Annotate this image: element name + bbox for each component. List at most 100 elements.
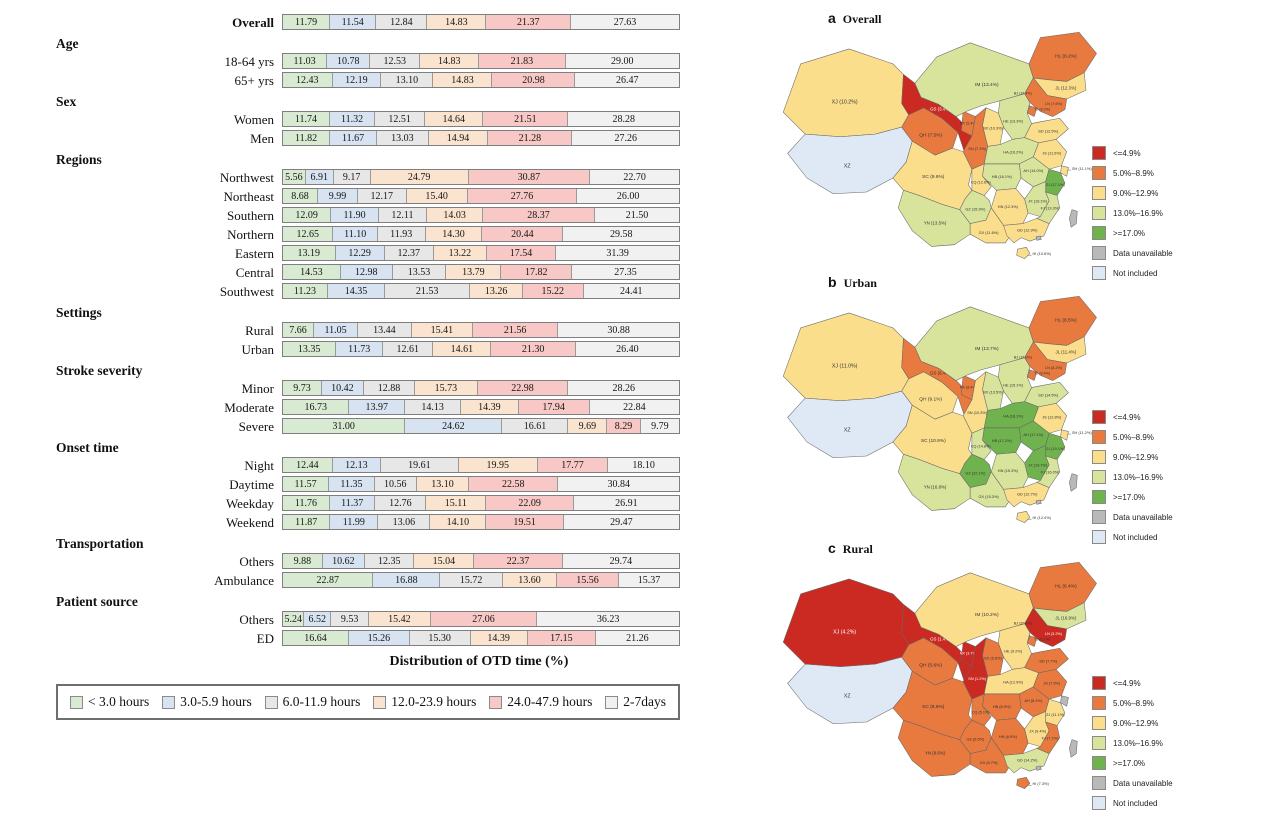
province-label-GX: GX (15.3%) <box>979 495 1000 499</box>
map-legend-label: Not included <box>1113 268 1158 278</box>
segment-6-0-11-9-hours: 12.17 <box>356 189 406 203</box>
map-legend-swatch <box>1092 186 1106 200</box>
bar-row-rural: Rural 7.66 11.05 13.44 15.41 21.56 30.88 <box>56 322 680 338</box>
bar-row-others: Others 5.24 6.52 9.53 15.42 27.06 36.23 <box>56 611 680 627</box>
map-legend-b: <=4.9% 5.0%–8.9% 9.0%–12.9% 13.0%–16.9% >=17… <box>1092 410 1173 550</box>
province-label-HE: HE (15.1%) <box>1003 384 1024 388</box>
map-legend-label: <=4.9% <box>1113 412 1141 422</box>
segment-24-0-47-9-hours: 22.98 <box>476 381 568 395</box>
map-legend-label: Data unavailable <box>1113 512 1173 522</box>
segment-3-0-5-9-hours: 13.97 <box>348 400 405 414</box>
segment-2-7days: 26.47 <box>574 73 679 87</box>
province-label-JS: JS (12.8%) <box>1042 415 1062 419</box>
province-label-XZ: XZ <box>844 693 852 699</box>
province-label-AH: AH (14.0%) <box>1023 169 1044 173</box>
province-label-TJ: TJ (6.1%) <box>1034 637 1050 641</box>
legend-item-3-0-5-9-hours: 3.0-5.9 hours <box>162 694 252 710</box>
stacked-bar: 7.66 11.05 13.44 15.41 21.56 30.88 <box>282 322 680 338</box>
map-legend-item-17-0: >=17.0% <box>1092 226 1173 240</box>
province-label-CQ: CQ (14.8%) <box>971 444 992 448</box>
segment-3-0-hours: 11.74 <box>283 112 329 126</box>
stacked-bar: 31.00 24.62 16.61 9.69 8.29 9.79 <box>282 418 680 434</box>
segment-12-0-23-9-hours: 14.83 <box>426 15 486 29</box>
province-label-HB: HB (16.1%) <box>992 175 1013 179</box>
segment-2-7days: 30.88 <box>557 323 679 337</box>
province-label-YN: YN (8.6%) <box>925 751 946 756</box>
stacked-bar: 13.19 12.29 12.37 13.22 17.54 31.39 <box>282 245 680 261</box>
province-XZ <box>787 390 913 459</box>
panel-name: Overall <box>842 12 882 26</box>
segment-2-7days: 22.70 <box>589 170 679 184</box>
group-header: Onset time <box>56 440 119 455</box>
row-label: Minor <box>241 380 275 396</box>
legend-item-12-0-23-9-hours: 12.0-23.9 hours <box>373 694 476 710</box>
segment-12-0-23-9-hours: 14.03 <box>426 208 483 222</box>
legend-item-6-0-11-9-hours: 6.0-11.9 hours <box>264 694 361 710</box>
row-label: Northeast <box>223 188 274 204</box>
province-label-AH: AH (8.1%) <box>1024 699 1043 703</box>
province-LN <box>1024 77 1068 117</box>
segment-2-7days: 27.63 <box>569 15 679 29</box>
province-label-GS: GS (1.4%) <box>930 636 951 641</box>
bar-row-weekend: Weekend 11.87 11.99 13.06 14.10 19.51 29.47 <box>56 514 680 530</box>
province-label-HA: HA (16.2%) <box>1003 150 1023 154</box>
group-header: Regions <box>56 152 102 167</box>
segment-6-0-11-9-hours: 16.61 <box>501 419 568 433</box>
row-label: Men <box>250 130 274 146</box>
segment-12-0-23-9-hours: 14.94 <box>427 131 488 145</box>
province-label-JL: JL (12.3%) <box>1055 85 1077 90</box>
map-panel-title: b Urban <box>828 274 877 291</box>
segment-2-7days: 28.26 <box>567 381 679 395</box>
stacked-bar: 5.24 6.52 9.53 15.42 27.06 36.23 <box>282 611 680 627</box>
segment-3-0-5-9-hours: 10.62 <box>321 554 365 568</box>
segment-3-0-5-9-hours: 12.29 <box>334 246 384 260</box>
province-label-LN: LN (7.6%) <box>1045 102 1063 106</box>
province-label-NX: NX (5.4%) <box>960 121 978 125</box>
row-label: Overall <box>232 14 274 30</box>
row-label: Northern <box>227 226 274 242</box>
stacked-bar: 12.65 11.10 11.93 14.30 20.44 29.58 <box>282 226 680 242</box>
row-label: Women <box>233 111 274 127</box>
segment-24-0-47-9-hours: 22.37 <box>473 554 562 568</box>
map-legend-label: Not included <box>1113 798 1158 808</box>
province-HI <box>1016 511 1031 524</box>
province-label-GX: GX (11.6%) <box>979 231 1000 235</box>
segment-12-0-23-9-hours: 13.22 <box>432 246 486 260</box>
province-label-SX: SX (13.5%) <box>983 391 1003 395</box>
stacked-bar: 11.82 11.67 13.03 14.94 21.28 27.26 <box>282 130 680 146</box>
province-SH <box>1060 429 1069 441</box>
segment-2-7days: 27.26 <box>571 131 680 145</box>
bar-group-overall: Overall 11.79 11.54 12.84 14.83 21.37 27.63 <box>56 14 680 30</box>
map-legend-label: 5.0%–8.9% <box>1113 168 1154 178</box>
segment-24-0-47-9-hours: 8.29 <box>606 419 640 433</box>
stacked-bar: 12.43 12.19 13.10 14.83 20.98 26.47 <box>282 72 680 88</box>
segment-3-0-hours: 7.66 <box>283 323 313 337</box>
segment-12-0-23-9-hours: 15.40 <box>405 189 467 203</box>
province-TW <box>1069 739 1078 758</box>
map-legend-label: >=17.0% <box>1113 758 1146 768</box>
map-legend-swatch <box>1092 696 1106 710</box>
segment-2-7days: 27.35 <box>571 265 679 279</box>
row-label: Eastern <box>235 245 274 261</box>
bar-row-women: Women 11.74 11.32 12.51 14.64 21.51 28.28 <box>56 111 680 127</box>
segment-3-0-5-9-hours: 11.10 <box>332 227 377 241</box>
province-label-HI: HI (7.3%) <box>1032 782 1049 786</box>
bar-group-age: Age 18-64 yrs 11.03 10.78 12.53 14.83 21.83 29.… <box>56 36 680 88</box>
segment-3-0-hours: 31.00 <box>283 419 405 433</box>
map-legend-swatch <box>1092 450 1106 464</box>
segment-6-0-11-9-hours: 13.10 <box>380 73 433 87</box>
stacked-bar: 11.79 11.54 12.84 14.83 21.37 27.63 <box>282 14 680 30</box>
province-HE <box>997 623 1032 670</box>
province-label-HI: HI (12.4%) <box>1032 516 1051 520</box>
province-label-ZJ: ZJ (19.1%) <box>1046 447 1066 451</box>
segment-24-0-47-9-hours: 28.37 <box>482 208 594 222</box>
segment-6-0-11-9-hours: 11.93 <box>376 227 425 241</box>
map-legend-swatch <box>1092 430 1106 444</box>
segment-6-0-11-9-hours: 13.06 <box>377 515 430 529</box>
legend-label: 6.0-11.9 hours <box>282 694 361 709</box>
bar-row-southwest: Southwest 11.23 14.35 21.53 13.26 15.22 24.41 <box>56 283 680 299</box>
segment-3-0-5-9-hours: 12.19 <box>331 73 381 87</box>
segment-2-7days: 15.37 <box>617 573 679 587</box>
map-legend-swatch <box>1092 736 1106 750</box>
segment-2-7days: 21.26 <box>594 631 679 645</box>
